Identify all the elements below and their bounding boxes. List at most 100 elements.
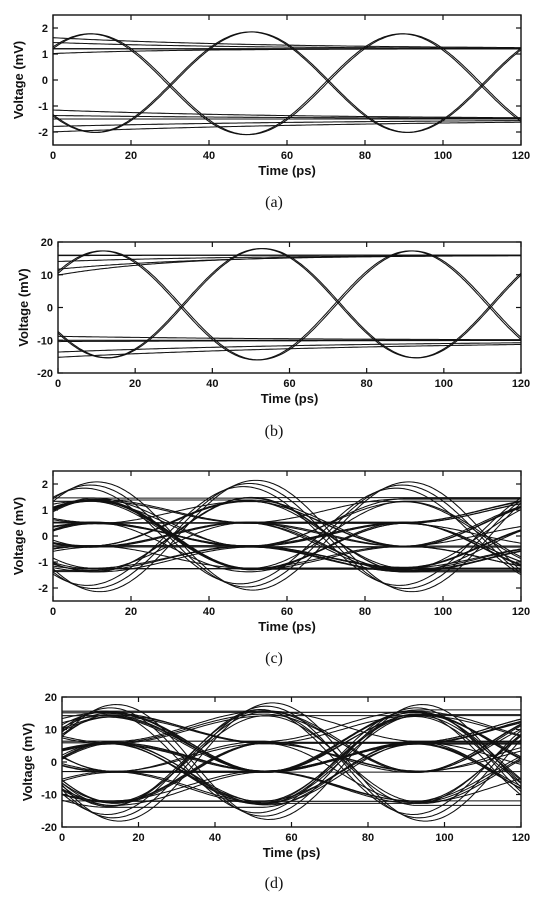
eye-trace-19 [62,713,521,773]
eye-trace-44 [53,482,521,590]
eye-trace-3 [53,33,521,136]
eye-trace-26 [53,499,521,547]
eye-trace-13 [62,715,521,789]
eye-trace-34 [53,530,521,573]
eye-trace-7 [53,48,521,55]
x-tick-label: 60 [283,378,295,390]
eye-trace-44 [62,742,521,773]
panel-caption: (c) [265,650,283,667]
eye-traces [53,479,521,593]
x-axis-label: Time (ps) [261,391,319,406]
y-tick-label: 2 [42,479,48,491]
x-tick-label: 20 [132,832,144,844]
panel-d: 0 20 40 60 80 100 120 -20 -10 0 10 20 Time (ps) Vo… [20,692,530,892]
x-tick-label: 40 [203,606,215,618]
eye-trace-13 [53,498,521,567]
x-tick-label: 20 [125,606,137,618]
eye-trace-27 [53,499,521,570]
x-axis-label: Time (ps) [258,619,316,634]
y-axis-ticks: -20 -10 0 10 20 [41,692,521,834]
x-tick-label: 0 [55,378,61,390]
eye-trace-21 [62,715,521,803]
eye-trace-41 [53,487,521,585]
eye-trace-43 [53,484,521,588]
panel-caption: (b) [265,423,284,440]
x-axis-ticks: 0 20 40 60 80 100 120 [50,471,530,618]
x-tick-label: 40 [206,378,218,390]
x-axis-ticks: 0 20 40 60 80 100 120 [55,242,530,390]
x-tick-label: 0 [50,150,56,162]
x-tick-label: 0 [59,832,65,844]
eye-traces [58,248,521,361]
y-tick-label: 10 [45,725,57,737]
eye-trace-9 [53,41,521,49]
x-axis-ticks: 0 20 40 60 80 100 120 [59,697,530,844]
y-axis-ticks: -2 -1 0 1 2 [38,23,521,139]
x-tick-label: 80 [361,378,373,390]
y-tick-label: 20 [45,692,57,704]
x-tick-label: 100 [434,150,452,162]
eye-trace-47 [62,707,521,817]
x-tick-label: 40 [209,832,221,844]
y-tick-label: -1 [38,557,48,569]
eye-trace-45 [53,481,521,591]
y-tick-label: -10 [41,790,57,802]
eye-trace-9 [58,255,521,263]
eye-trace-48 [62,705,521,819]
x-tick-label: 100 [435,378,453,390]
panel-a: 0 20 40 60 80 100 120 -2 -1 0 1 2 Time (ps) Voltag… [11,14,530,211]
eye-trace-33 [53,505,521,547]
y-tick-label: 0 [42,531,48,543]
x-tick-label: 100 [435,832,453,844]
eye-trace-32 [53,497,521,572]
y-tick-label: 2 [42,23,48,35]
x-tick-label: 120 [512,150,530,162]
eye-trace-23 [62,714,521,804]
panel-c: 0 20 40 60 80 100 120 -2 -1 0 1 2 Time (ps) Voltag… [11,470,530,667]
x-tick-label: 60 [281,606,293,618]
x-tick-label: 20 [125,150,137,162]
x-tick-label: 60 [285,832,297,844]
y-axis-label: Voltage (mV) [11,497,26,576]
eye-trace-11 [58,335,521,341]
panel-caption: (a) [265,194,283,211]
eye-trace-14 [53,500,521,562]
eye-trace-36 [53,529,521,569]
y-tick-label: 20 [41,237,53,249]
x-tick-label: 40 [203,150,215,162]
eye-trace-16 [53,501,521,558]
panel-caption: (d) [265,875,284,892]
eye-trace-50 [62,702,521,822]
y-tick-label: -2 [38,127,48,139]
eye-trace-25 [53,519,521,572]
x-tick-label: 80 [359,150,371,162]
eye-trace-17 [62,712,521,743]
eye-trace-13 [58,342,521,353]
y-tick-label: 1 [42,505,48,517]
eye-trace-12 [58,339,521,343]
eye-trace-1 [58,250,521,361]
eye-trace-29 [53,501,521,548]
eye-trace-40 [62,713,521,805]
y-tick-label: 1 [42,49,48,61]
eye-trace-14 [58,343,521,358]
y-axis-ticks: -2 -1 0 1 2 [38,479,521,595]
y-axis-label: Voltage (mV) [11,41,26,120]
eye-trace-49 [62,703,521,821]
y-axis-label: Voltage (mV) [16,268,31,347]
y-tick-label: -20 [37,368,53,380]
eye-trace-13 [53,120,521,127]
eye-traces [62,702,521,822]
eye-trace-12 [53,114,521,119]
y-axis-label: Voltage (mV) [20,723,35,802]
eye-trace-46 [62,708,521,816]
eye-trace-26 [62,715,521,781]
eye-trace-10 [53,37,521,49]
y-tick-label: -1 [38,101,48,113]
eye-trace-45 [62,710,521,814]
x-tick-label: 60 [281,150,293,162]
y-tick-label: 10 [41,270,53,282]
eye-traces [53,31,521,136]
eye-trace-37 [62,710,521,743]
